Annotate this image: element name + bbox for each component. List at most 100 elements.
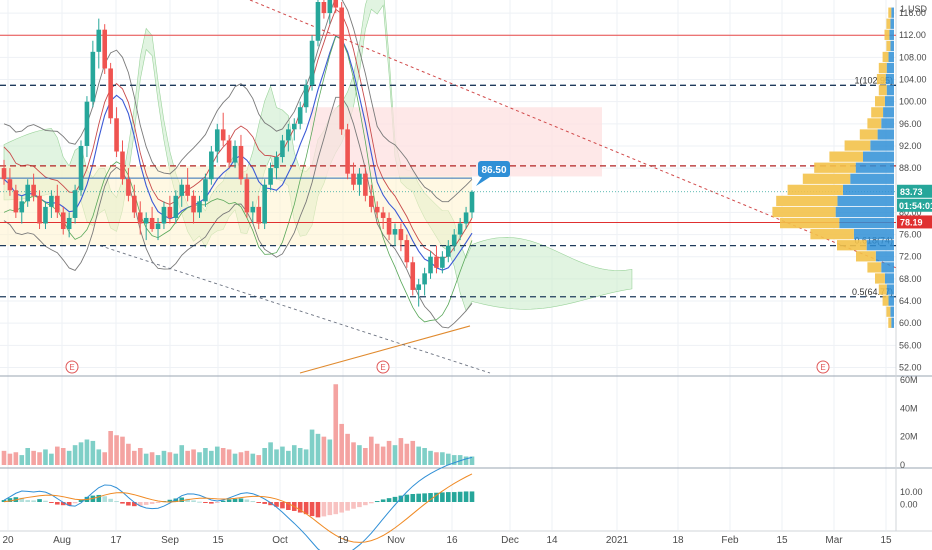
earnings-label: E xyxy=(380,363,385,372)
macd-histogram-bar xyxy=(434,492,439,502)
volume-bar xyxy=(422,448,427,465)
price-tick-label: 116.00 xyxy=(899,8,926,18)
macd-histogram-bar xyxy=(392,496,398,502)
macd-histogram-bar xyxy=(49,502,54,503)
candle-body xyxy=(137,212,143,224)
volume-bar xyxy=(13,452,19,465)
candle-body xyxy=(422,273,427,285)
price-tick-label: 1 xyxy=(900,4,905,14)
profile-bar-up xyxy=(884,96,894,107)
price-callout-value: 86.50 xyxy=(481,165,506,176)
macd-histogram-bar xyxy=(155,502,161,503)
profile-bar-down xyxy=(884,29,890,40)
price-tick-label: 96.00 xyxy=(899,119,922,129)
candle-body xyxy=(250,206,256,213)
macd-histogram-bar xyxy=(262,502,267,504)
time-label: 14 xyxy=(546,535,558,546)
macd-histogram-bar xyxy=(274,502,279,507)
macd-histogram-bar xyxy=(143,502,149,505)
volume-bar xyxy=(72,445,78,465)
macd-histogram-bar xyxy=(333,502,339,515)
macd-histogram-bar xyxy=(220,500,226,502)
price-tick-label: 64.00 xyxy=(899,296,922,306)
volume-bar xyxy=(31,450,36,465)
macd-histogram-bar xyxy=(43,500,48,502)
price-tick-label: 76.00 xyxy=(899,230,922,240)
volume-bar xyxy=(333,384,339,465)
earnings-label: E xyxy=(820,363,825,372)
candle-body xyxy=(60,212,66,230)
macd-histogram-bar xyxy=(463,491,469,502)
level-label: 0.5(64.77) xyxy=(852,287,893,297)
level-price-value: 78.19 xyxy=(900,217,923,227)
candle-body xyxy=(55,195,60,213)
profile-bar-down xyxy=(844,140,871,151)
last-price-tag xyxy=(897,184,932,198)
volume-bar xyxy=(132,450,137,465)
candle-body xyxy=(416,284,421,290)
volume-pane xyxy=(1,384,475,465)
price-callout-pointer xyxy=(476,177,490,186)
macd-histogram-bar xyxy=(286,502,291,510)
candle-body xyxy=(398,229,404,241)
macd-histogram-bar xyxy=(428,493,433,502)
volume-bar xyxy=(291,445,297,465)
volume-bar xyxy=(197,452,202,465)
macd-histogram-bar xyxy=(339,502,344,513)
profile-bar-down xyxy=(882,295,889,306)
earnings-label: E xyxy=(69,363,74,372)
candle-body xyxy=(31,184,36,196)
candle-body xyxy=(351,173,356,185)
time-label: Dec xyxy=(501,535,519,546)
macd-histogram-bar xyxy=(214,502,220,503)
profile-bar-up xyxy=(888,51,894,63)
profile-bar-up xyxy=(889,29,894,40)
price-tick-label: 104.00 xyxy=(899,75,927,85)
candle-body xyxy=(155,223,161,230)
candle-body xyxy=(96,29,102,52)
macd-histogram-bar xyxy=(363,502,368,506)
macd-histogram-bar xyxy=(238,498,244,502)
macd-histogram-bar xyxy=(197,501,202,503)
volume-bar xyxy=(90,440,96,465)
macd-histogram-bar xyxy=(250,501,256,503)
profile-bar-up xyxy=(891,7,894,18)
profile-bar-down xyxy=(867,262,882,273)
ma-line-orange xyxy=(299,325,471,374)
profile-bar-down xyxy=(878,284,887,295)
candle-body xyxy=(309,40,315,86)
candle-body xyxy=(173,195,179,218)
candle-body xyxy=(126,179,131,196)
volume-bar xyxy=(327,439,333,465)
macd-histogram-bar xyxy=(137,502,143,506)
macd-histogram-bar xyxy=(327,502,333,516)
macd-histogram-bar xyxy=(422,493,427,502)
price-tick-label: 92.00 xyxy=(899,141,922,151)
volume-bar xyxy=(274,449,279,465)
volume-bar xyxy=(55,446,60,465)
profile-bar-up xyxy=(881,118,894,129)
candle-body xyxy=(256,206,262,224)
bar-countdown: 01:54:01 xyxy=(899,201,932,211)
volume-tick-label: 0 xyxy=(900,460,905,470)
level-price-tag xyxy=(897,215,932,229)
volume-bar xyxy=(185,450,190,465)
candle-body xyxy=(434,256,439,268)
volume-bar xyxy=(351,442,356,465)
profile-bar-up xyxy=(837,195,894,207)
profile-bar-up xyxy=(877,129,894,140)
macd-pane xyxy=(1,456,475,550)
volume-bar xyxy=(345,433,350,465)
profile-bar-up xyxy=(885,73,894,85)
volume-bar xyxy=(220,448,226,465)
profile-bar-down xyxy=(780,217,840,229)
time-label: 17 xyxy=(110,535,122,546)
volume-bar xyxy=(60,448,66,465)
macd-histogram-bar xyxy=(315,502,321,518)
candle-body xyxy=(84,101,90,146)
candle-body xyxy=(297,107,303,124)
horizontal-levels: 1(102.95)0.5(64.77)0.618(74) xyxy=(0,34,896,298)
volume-bar xyxy=(363,448,368,465)
candle-body xyxy=(43,206,48,224)
